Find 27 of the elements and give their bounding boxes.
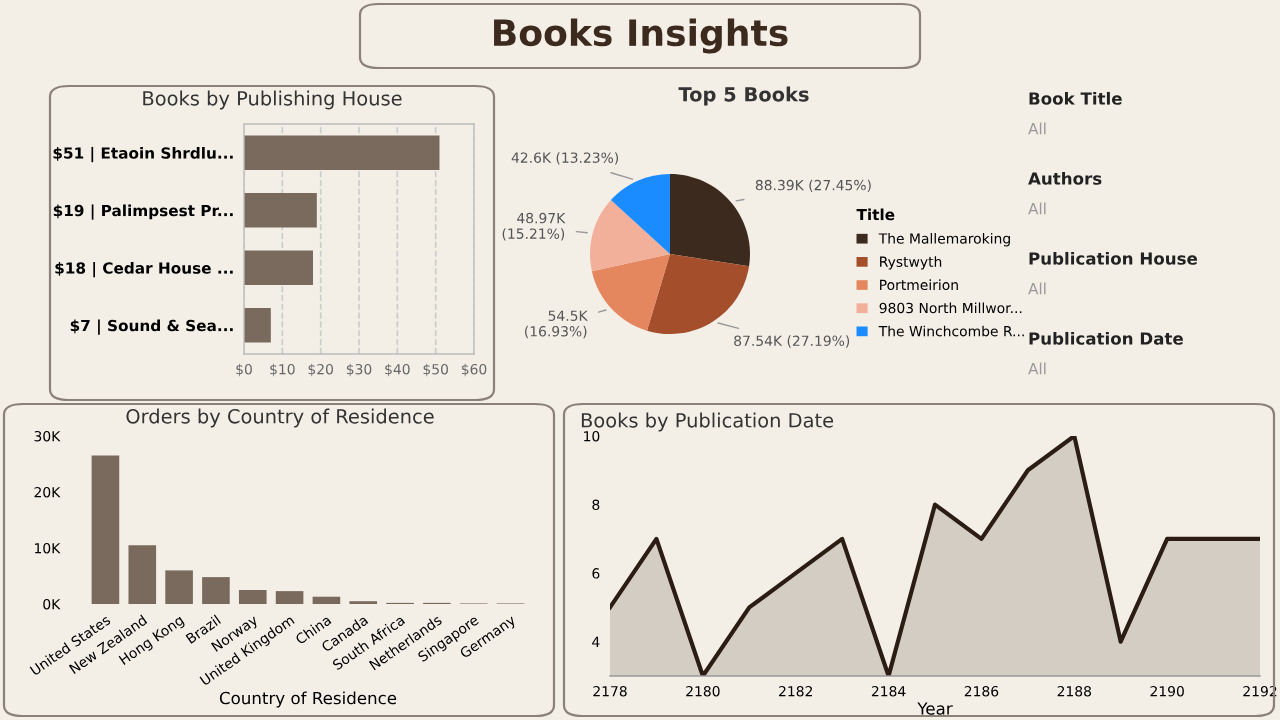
bar bbox=[244, 308, 271, 343]
text: Book Title bbox=[1029, 91, 1122, 105]
bar bbox=[238, 590, 267, 604]
pie-slice bbox=[647, 254, 750, 334]
bar bbox=[91, 455, 120, 604]
x-axis-title: Year bbox=[917, 702, 953, 715]
bar bbox=[244, 193, 317, 228]
bar bbox=[244, 250, 313, 285]
bar bbox=[202, 577, 230, 604]
text: Publication House bbox=[1029, 251, 1198, 265]
chart-title: Books by Publishing House bbox=[143, 90, 402, 110]
chart-title: Books by Publication Date bbox=[581, 412, 834, 432]
bar bbox=[275, 591, 304, 604]
x-axis-title: Country of Residence bbox=[219, 691, 397, 708]
pie-slice bbox=[670, 174, 750, 267]
pie-slice bbox=[591, 254, 670, 331]
bar bbox=[165, 570, 193, 604]
bar bbox=[312, 596, 341, 604]
chart-title: Top 5 Books bbox=[678, 86, 809, 106]
bar bbox=[128, 545, 157, 604]
bar bbox=[244, 135, 440, 170]
pie-slice bbox=[610, 174, 670, 254]
text: Books Insights bbox=[494, 18, 788, 54]
chart-title: Orders by Country of Residence bbox=[126, 408, 434, 428]
text: Authors bbox=[1028, 171, 1102, 185]
pie-slice bbox=[590, 200, 670, 272]
text: Publication Date bbox=[1029, 331, 1183, 345]
